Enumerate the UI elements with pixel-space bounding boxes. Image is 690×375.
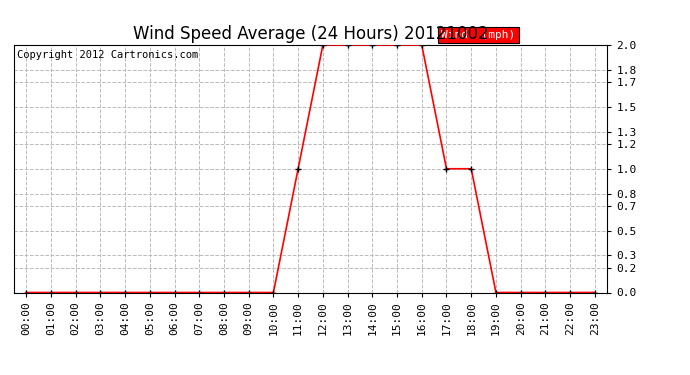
Text: Wind  (mph): Wind (mph) [441, 30, 515, 40]
Text: Copyright 2012 Cartronics.com: Copyright 2012 Cartronics.com [17, 50, 198, 60]
Title: Wind Speed Average (24 Hours) 20121002: Wind Speed Average (24 Hours) 20121002 [132, 26, 489, 44]
